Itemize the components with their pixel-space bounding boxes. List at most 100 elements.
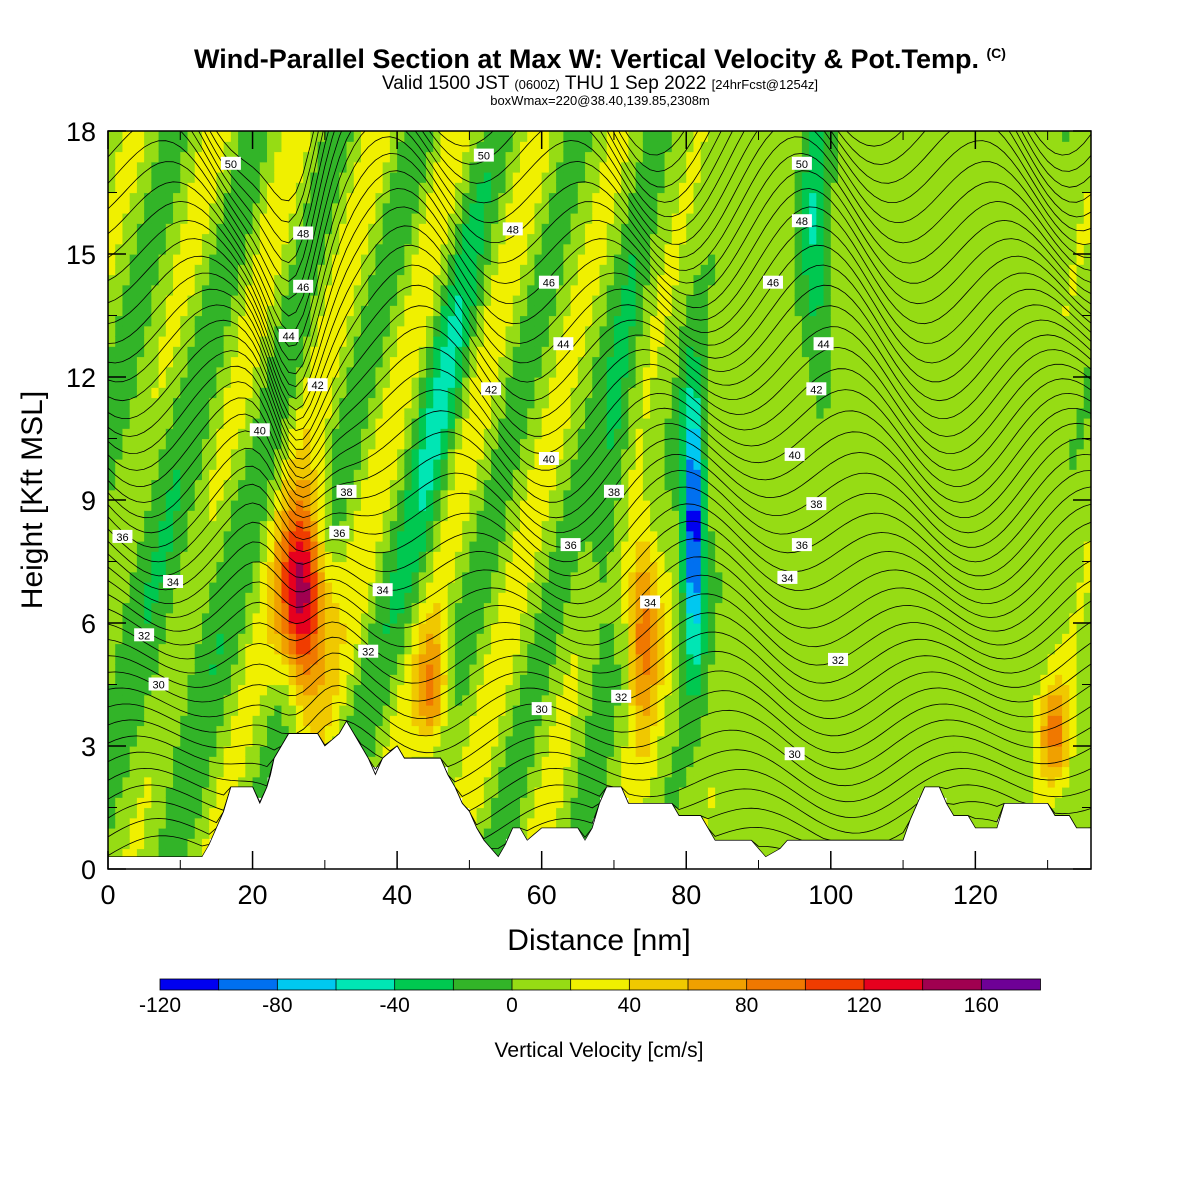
field-cell: [180, 489, 189, 501]
field-cell: [339, 541, 348, 552]
field-cell: [404, 131, 413, 142]
field-cell: [498, 664, 507, 675]
field-cell: [274, 643, 283, 655]
field-cell: [317, 623, 326, 634]
field-cell: [447, 284, 456, 296]
field-cell: [527, 602, 536, 614]
field-cell: [108, 592, 116, 604]
field-cell: [563, 325, 572, 337]
field-cell: [346, 131, 355, 142]
field-cell: [136, 592, 145, 604]
field-cell: [158, 551, 167, 563]
field-cell: [642, 233, 651, 245]
field-cell: [498, 797, 507, 809]
field-cell: [144, 428, 152, 440]
field-cell: [505, 213, 514, 224]
field-cell: [469, 705, 478, 716]
field-cell: [180, 571, 189, 583]
field-cell: [115, 233, 124, 245]
field-cell: [404, 182, 413, 194]
field-cell: [375, 315, 384, 327]
field-cell: [223, 305, 232, 317]
field-cell: [108, 141, 116, 153]
field-cell: [447, 182, 456, 194]
field-cell: [158, 469, 167, 481]
field-cell: [556, 776, 564, 788]
field-cell: [621, 571, 630, 583]
field-cell: [180, 602, 189, 614]
field-cell: [426, 746, 434, 757]
field-cell: [201, 684, 210, 696]
field-cell: [548, 377, 557, 388]
field-cell: [173, 838, 181, 850]
field-cell: [491, 141, 499, 153]
field-cell: [548, 315, 557, 327]
field-cell: [454, 182, 463, 194]
field-cell: [534, 735, 543, 747]
field-cell: [389, 346, 398, 358]
field-cell: [505, 694, 514, 706]
field-cell: [332, 428, 340, 440]
field-cell: [418, 479, 427, 491]
field-cell: [158, 192, 167, 204]
field-cell: [585, 356, 593, 368]
field-cell: [180, 500, 189, 511]
field-cell: [628, 305, 637, 317]
field-cell: [303, 161, 311, 173]
field-cell: [519, 459, 528, 470]
field-cell: [201, 766, 210, 778]
field-cell: [418, 377, 427, 388]
field-cell: [230, 295, 239, 306]
field-cell: [281, 530, 290, 542]
field-cell: [303, 192, 311, 204]
field-cell: [180, 766, 189, 778]
field-cell: [382, 151, 391, 163]
field-cell: [108, 561, 116, 573]
field-cell: [238, 643, 246, 655]
field-cell: [339, 664, 348, 675]
field-cell: [498, 602, 507, 614]
field-cell: [454, 346, 463, 358]
field-cell: [498, 633, 507, 645]
field-cell: [245, 356, 254, 368]
field-cell: [469, 694, 478, 706]
field-cell: [505, 151, 514, 163]
field-cell: [440, 694, 449, 706]
field-cell: [512, 213, 521, 224]
field-cell: [201, 520, 210, 532]
field-cell: [447, 377, 456, 388]
field-cell: [454, 520, 463, 532]
field-cell: [599, 202, 608, 214]
field-cell: [158, 264, 167, 276]
field-cell: [469, 192, 478, 204]
field-cell: [209, 520, 218, 532]
field-cell: [375, 735, 384, 747]
field-cell: [476, 346, 485, 358]
field-cell: [288, 664, 297, 675]
field-cell: [548, 202, 557, 214]
field-cell: [375, 500, 384, 511]
field-cell: [512, 653, 521, 665]
field-cell: [274, 213, 283, 224]
field-cell: [527, 315, 536, 327]
field-cell: [158, 315, 167, 327]
field-cell: [418, 141, 427, 153]
field-cell: [483, 797, 492, 809]
field-cell: [411, 633, 420, 645]
field-cell: [368, 592, 377, 604]
field-cell: [599, 561, 608, 573]
field-cell: [498, 182, 507, 194]
field-cell: [259, 141, 268, 153]
field-cell: [122, 582, 131, 593]
field-cell: [426, 653, 434, 665]
field-cell: [274, 705, 283, 716]
field-cell: [433, 407, 442, 419]
field-cell: [642, 131, 651, 142]
field-cell: [339, 172, 348, 183]
field-cell: [411, 479, 420, 491]
field-cell: [339, 131, 348, 142]
field-cell: [548, 479, 557, 491]
field-cell: [440, 213, 449, 224]
field-cell: [382, 325, 391, 337]
field-cell: [491, 694, 499, 706]
